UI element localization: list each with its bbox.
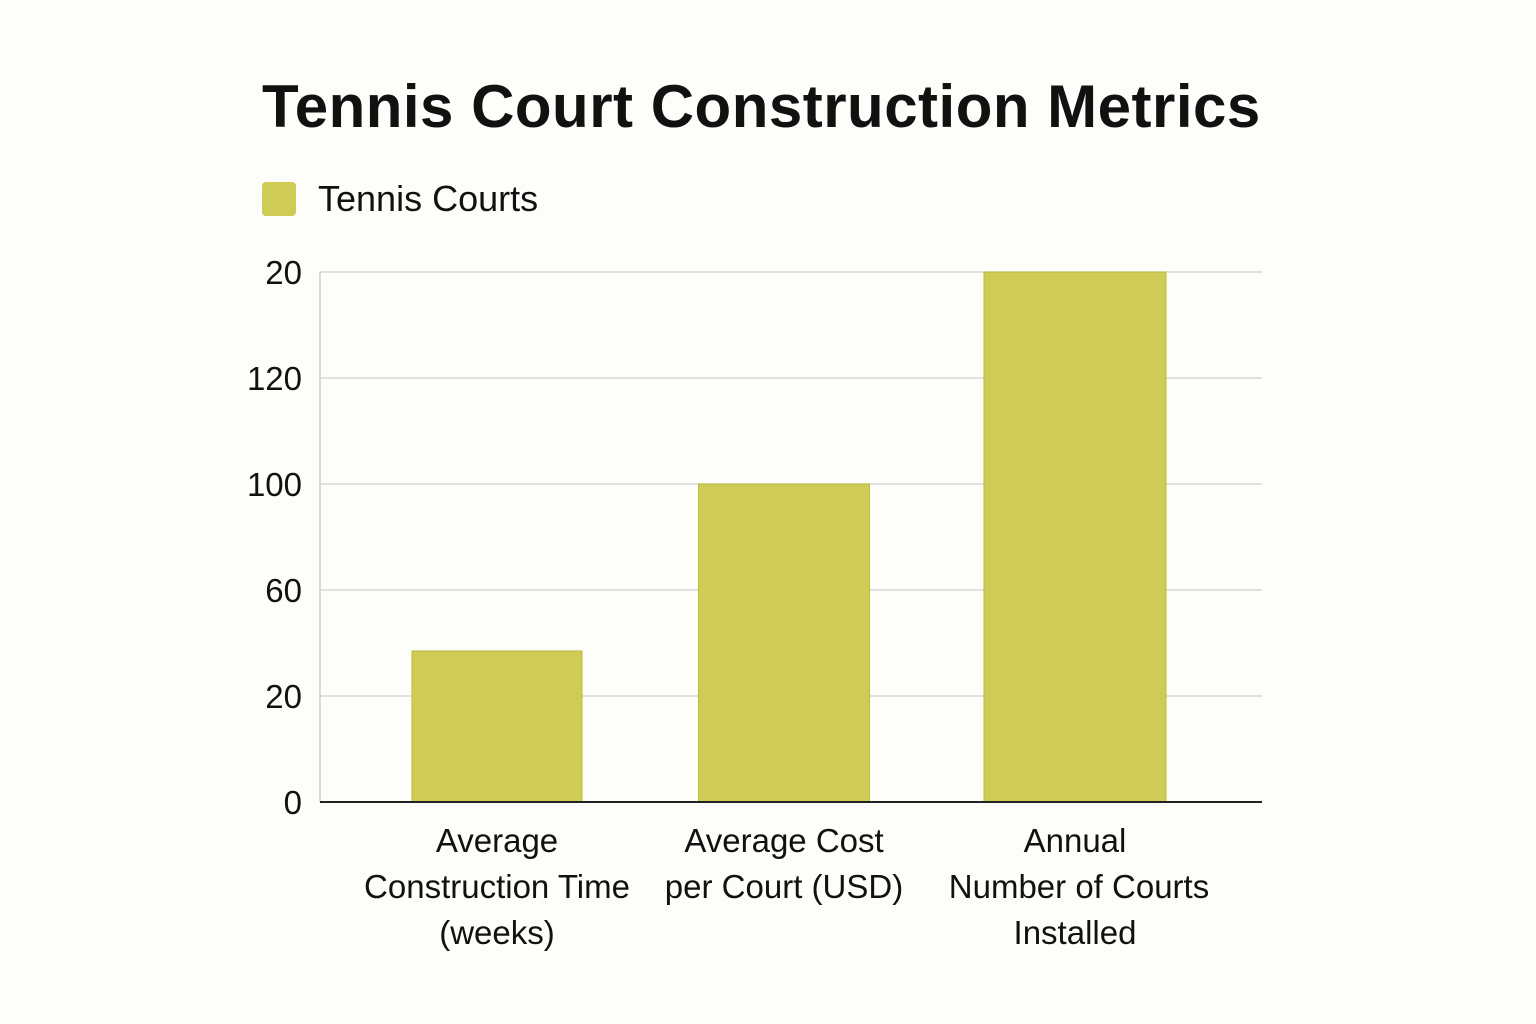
x-tick-label: Number of Courts [949, 868, 1209, 905]
x-tick-label: Average [436, 822, 558, 859]
bar [698, 483, 870, 803]
bar [411, 650, 583, 803]
x-tick-label: Annual [1024, 822, 1127, 859]
x-tick-label: per Court (USD) [665, 868, 903, 905]
x-tick-label: (weeks) [439, 914, 555, 951]
chart-title: Tennis Court Construction Metrics [262, 73, 1261, 140]
x-tick-label: Construction Time [364, 868, 630, 905]
x-tick-label: Installed [1014, 914, 1137, 951]
legend-swatch [262, 182, 296, 216]
y-tick-label: 120 [247, 360, 302, 397]
bar [983, 271, 1167, 803]
y-tick-label: 100 [247, 466, 302, 503]
y-tick-label: 0 [284, 784, 302, 821]
y-tick-label: 20 [265, 254, 302, 291]
x-tick-label: Average Cost [684, 822, 883, 859]
legend: Tennis Courts [262, 178, 538, 220]
y-tick-label: 20 [265, 678, 302, 715]
y-tick-label: 60 [265, 572, 302, 609]
legend-label: Tennis Courts [318, 178, 539, 219]
